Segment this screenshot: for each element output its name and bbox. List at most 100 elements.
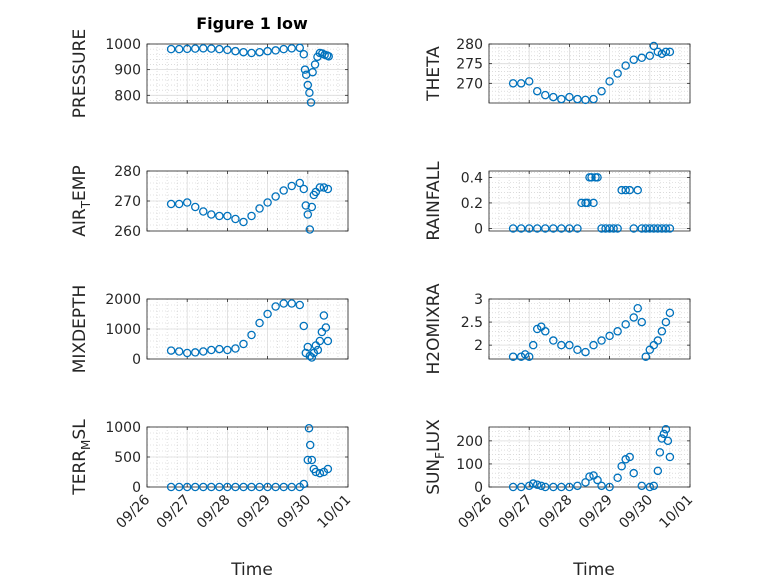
data-point [597,86,606,96]
data-point [315,183,325,192]
data-point [508,352,518,361]
y-tick-label: 500 [114,450,141,466]
data-point [581,95,590,105]
data-point [301,201,311,210]
data-point [223,345,232,355]
data-point [199,347,208,356]
x-tick-label: 09/30 [274,492,314,532]
data-point [199,44,208,53]
data-point [657,49,667,59]
data-point [516,79,526,88]
data-point [524,77,534,86]
data-point [231,344,240,353]
data-point [508,224,518,233]
data-point [597,336,606,345]
data-point [305,225,315,234]
data-point [625,452,634,462]
data-point [665,452,675,462]
data-point [295,300,305,310]
y-tick-label: 0 [474,221,483,237]
figure-title: Figure 1 low [196,14,308,33]
x-tick-label: 09/27 [496,492,536,532]
data-point [279,186,288,195]
data-point [287,482,296,492]
data-point [573,345,582,355]
data-point [645,224,655,233]
data-point [532,480,542,489]
data-point [279,482,288,492]
y-tick-label: 1000 [105,420,141,436]
y-tick-label: 800 [114,88,141,104]
data-point [661,317,671,327]
data-point [637,53,647,63]
data-point [324,52,333,61]
data-point [605,77,614,86]
data-point [653,47,663,57]
data-point [528,479,538,488]
data-point [231,46,240,56]
data-point [641,352,651,361]
y-axis-label: RAINFALL [424,161,444,241]
data-point [557,224,566,233]
data-point [565,482,574,492]
data-point [279,299,288,308]
data-point [532,86,542,96]
data-point [215,482,224,492]
subplot-3: 260 270 280 AIRTEMP [70,164,349,240]
data-point [223,211,232,221]
data-point [247,48,256,58]
data-point [239,339,248,349]
x-tick-label: 10/01 [656,492,696,532]
data-point [524,352,534,361]
data-point [190,348,200,357]
y-axis-label: AIRTEMP [70,165,93,236]
data-point [665,308,675,318]
data-point [215,344,224,354]
data-point [653,336,663,345]
data-point [271,46,280,55]
data-point [321,323,331,332]
data-point [311,341,321,350]
data-point [541,482,550,492]
data-point [247,330,256,340]
data-point [287,181,296,191]
subplot-6: 2 2.5 3 H2OMIXRA [424,283,691,375]
y-axis-label: TERRMSL [70,419,93,496]
data-point [300,65,310,74]
data-point [287,44,296,53]
data-point [657,327,667,336]
data-point [661,224,671,233]
data-point [223,45,232,55]
y-axis-label: MIXDEPTH [70,285,90,374]
x-tick-label: 09/30 [616,492,656,532]
data-point [306,98,316,107]
y-axis-label: H2OMIXRA [424,283,444,374]
data-point [231,482,240,492]
data-point [605,224,614,233]
data-point [279,44,288,54]
data-point [239,482,248,492]
data-point [166,482,176,492]
data-point [541,327,550,336]
data-point [661,425,671,434]
data-point [303,342,313,352]
data-point [528,340,538,350]
data-point [305,440,315,450]
data-point [613,224,622,233]
data-point [625,185,634,195]
data-point [573,94,582,104]
x-tick-label: 09/28 [536,492,576,532]
data-point [303,80,313,90]
y-tick-label: 0.4 [461,170,483,186]
data-point [182,44,192,54]
data-point [633,303,642,313]
data-point [597,481,606,491]
subplot-8: 0 100 200 09/26 09/27 09/28 09/29 09/30 10/01 SUN… [424,419,696,532]
data-point [323,464,333,474]
data-point [508,482,518,492]
data-point [557,482,566,492]
data-point [657,224,667,233]
y-tick-label: 0 [474,480,483,496]
y-axis-label: THETA [424,46,444,102]
